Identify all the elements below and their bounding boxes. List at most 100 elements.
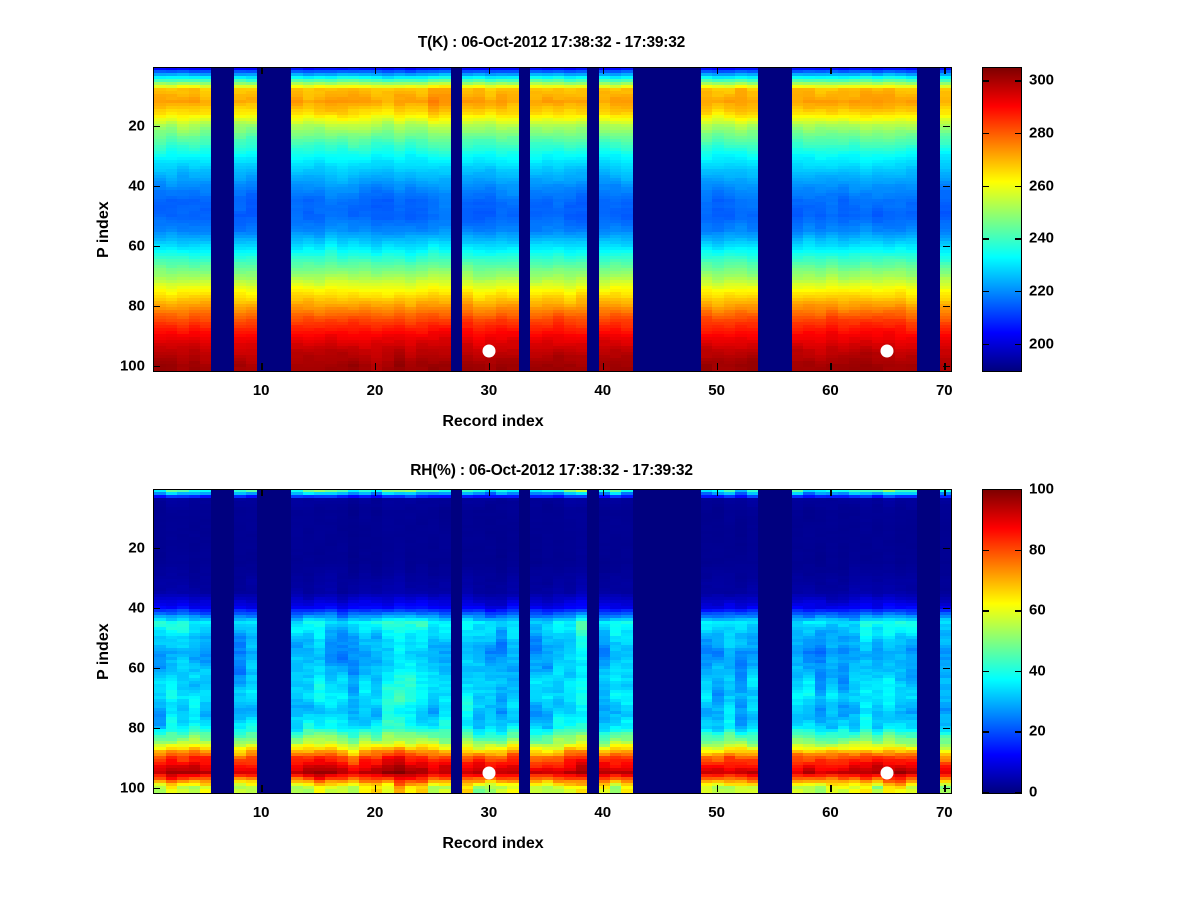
y-tick-label-temperature-100: 100 — [119, 357, 145, 374]
x-tick-top-temperature-40 — [602, 67, 605, 74]
colorbar-label-temperature-280: 280 — [1029, 124, 1055, 142]
colorbar-tick-right-relative-humidity-80 — [1015, 549, 1021, 551]
panel-title-temperature: T(K) : 06-Oct-2012 17:38:32 - 17:39:32 — [417, 34, 686, 51]
panel-temperature: T(K) : 06-Oct-2012 17:38:32 - 17:39:32 P… — [95, 34, 1055, 430]
x-tick-label-relative-humidity-40: 40 — [594, 804, 612, 821]
y-tick-relative-humidity-60 — [153, 667, 160, 669]
x-tick-label-temperature-70: 70 — [935, 382, 953, 399]
y-tick-label-relative-humidity-40: 40 — [128, 599, 145, 616]
colorbar-tick-right-relative-humidity-100 — [1015, 489, 1021, 491]
heatmap-temperature — [153, 67, 952, 372]
x-tick-relative-humidity-20 — [375, 785, 377, 792]
x-tick-temperature-60 — [830, 363, 832, 370]
colorbar-tick-temperature-260 — [983, 185, 989, 187]
colorbar-label-temperature-220: 220 — [1029, 282, 1055, 300]
colorbar-tick-right-relative-humidity-60 — [1015, 610, 1021, 612]
x-tick-label-relative-humidity-50: 50 — [708, 804, 725, 821]
colorbar-label-relative-humidity-40: 40 — [1029, 662, 1046, 680]
colorbar-relative-humidity — [982, 489, 1022, 794]
x-tick-label-relative-humidity-60: 60 — [822, 804, 839, 821]
y-tick-right-temperature-100 — [943, 365, 950, 367]
colorbar-tick-relative-humidity-40 — [983, 670, 989, 673]
y-tick-temperature-100 — [153, 365, 160, 367]
colorbar-tick-right-relative-humidity-40 — [1015, 670, 1021, 673]
x-axis-label-temperature: Record index — [442, 413, 544, 430]
colorbar-label-relative-humidity-60: 60 — [1029, 601, 1046, 619]
x-tick-top-temperature-70 — [944, 67, 946, 74]
colorbar-label-temperature-260: 260 — [1029, 177, 1055, 195]
x-tick-relative-humidity-40 — [602, 785, 605, 792]
colorbar-tick-temperature-300 — [983, 80, 989, 82]
y-tick-temperature-60 — [153, 245, 160, 247]
profile-marker-relative-humidity-1 — [482, 766, 496, 779]
y-tick-label-relative-humidity-60: 60 — [128, 659, 145, 676]
colorbar-tick-right-temperature-200 — [1015, 343, 1021, 346]
colorbar-tick-temperature-220 — [983, 290, 989, 293]
x-tick-top-relative-humidity-60 — [830, 489, 832, 496]
colorbar-tick-temperature-240 — [983, 238, 989, 240]
x-tick-top-relative-humidity-20 — [375, 489, 377, 496]
x-tick-temperature-10 — [261, 363, 263, 370]
x-tick-temperature-30 — [488, 363, 491, 370]
x-tick-label-relative-humidity-10: 10 — [252, 804, 270, 821]
colorbar-tick-right-temperature-220 — [1015, 290, 1021, 293]
x-tick-label-relative-humidity-20: 20 — [366, 804, 384, 821]
y-tick-right-relative-humidity-80 — [943, 727, 950, 729]
x-tick-label-temperature-60: 60 — [822, 382, 839, 399]
y-tick-right-temperature-20 — [943, 125, 950, 127]
colorbar-label-temperature-240: 240 — [1029, 229, 1055, 247]
x-tick-label-relative-humidity-30: 30 — [480, 804, 498, 821]
x-tick-top-relative-humidity-30 — [488, 489, 491, 496]
y-tick-label-temperature-40: 40 — [128, 177, 145, 194]
x-tick-top-temperature-20 — [375, 67, 377, 74]
x-tick-label-temperature-30: 30 — [480, 382, 498, 399]
panel-relative-humidity: RH(%) : 06-Oct-2012 17:38:32 - 17:39:32 … — [0, 428, 1200, 900]
colorbar-tick-right-temperature-260 — [1015, 185, 1021, 187]
x-tick-relative-humidity-70 — [944, 785, 946, 792]
colorbar-tick-right-temperature-240 — [1015, 238, 1021, 240]
x-tick-temperature-20 — [375, 363, 377, 370]
y-tick-label-relative-humidity-80: 80 — [128, 719, 145, 736]
x-tick-top-relative-humidity-50 — [716, 489, 718, 496]
colorbar-label-relative-humidity-20: 20 — [1029, 722, 1046, 740]
x-tick-relative-humidity-10 — [261, 785, 263, 792]
x-tick-label-relative-humidity-70: 70 — [935, 804, 953, 821]
y-tick-relative-humidity-80 — [153, 727, 160, 729]
colorbar-label-temperature-200: 200 — [1029, 335, 1055, 353]
y-tick-relative-humidity-40 — [153, 607, 160, 609]
colorbar-label-relative-humidity-100: 100 — [1029, 480, 1055, 498]
colorbar-tick-relative-humidity-60 — [983, 610, 989, 612]
colorbar-label-relative-humidity-0: 0 — [1029, 783, 1038, 801]
y-tick-right-relative-humidity-20 — [943, 547, 950, 549]
y-tick-right-relative-humidity-60 — [943, 667, 950, 669]
y-tick-temperature-20 — [153, 125, 160, 127]
x-tick-top-temperature-50 — [716, 67, 718, 74]
y-tick-temperature-40 — [153, 185, 160, 187]
x-tick-top-relative-humidity-10 — [261, 489, 263, 496]
x-tick-top-relative-humidity-70 — [944, 489, 946, 496]
y-tick-label-temperature-20: 20 — [128, 117, 145, 134]
colorbar-tick-right-temperature-300 — [1015, 80, 1021, 82]
colorbar-tick-relative-humidity-20 — [983, 731, 989, 733]
profile-marker-temperature-2 — [880, 344, 894, 357]
x-tick-label-temperature-20: 20 — [366, 382, 384, 399]
y-tick-right-relative-humidity-100 — [943, 787, 950, 789]
x-tick-top-relative-humidity-40 — [602, 489, 605, 496]
x-tick-relative-humidity-30 — [488, 785, 491, 792]
y-tick-label-relative-humidity-100: 100 — [119, 779, 145, 796]
colorbar-label-relative-humidity-80: 80 — [1029, 541, 1046, 559]
y-tick-relative-humidity-100 — [153, 787, 160, 789]
y-tick-label-relative-humidity-20: 20 — [128, 539, 145, 556]
y-tick-right-temperature-60 — [943, 245, 950, 247]
colorbar-temperature — [982, 67, 1022, 372]
heatmap-relative-humidity — [153, 489, 952, 794]
colorbar-tick-relative-humidity-80 — [983, 549, 989, 551]
colorbar-label-temperature-300: 300 — [1029, 71, 1055, 89]
y-tick-temperature-80 — [153, 305, 160, 307]
colorbar-tick-temperature-280 — [983, 132, 989, 135]
x-tick-temperature-70 — [944, 363, 946, 370]
x-tick-label-temperature-10: 10 — [252, 382, 270, 399]
profile-marker-relative-humidity-2 — [880, 766, 894, 779]
y-tick-label-temperature-60: 60 — [128, 237, 145, 254]
y-tick-relative-humidity-20 — [153, 547, 160, 549]
